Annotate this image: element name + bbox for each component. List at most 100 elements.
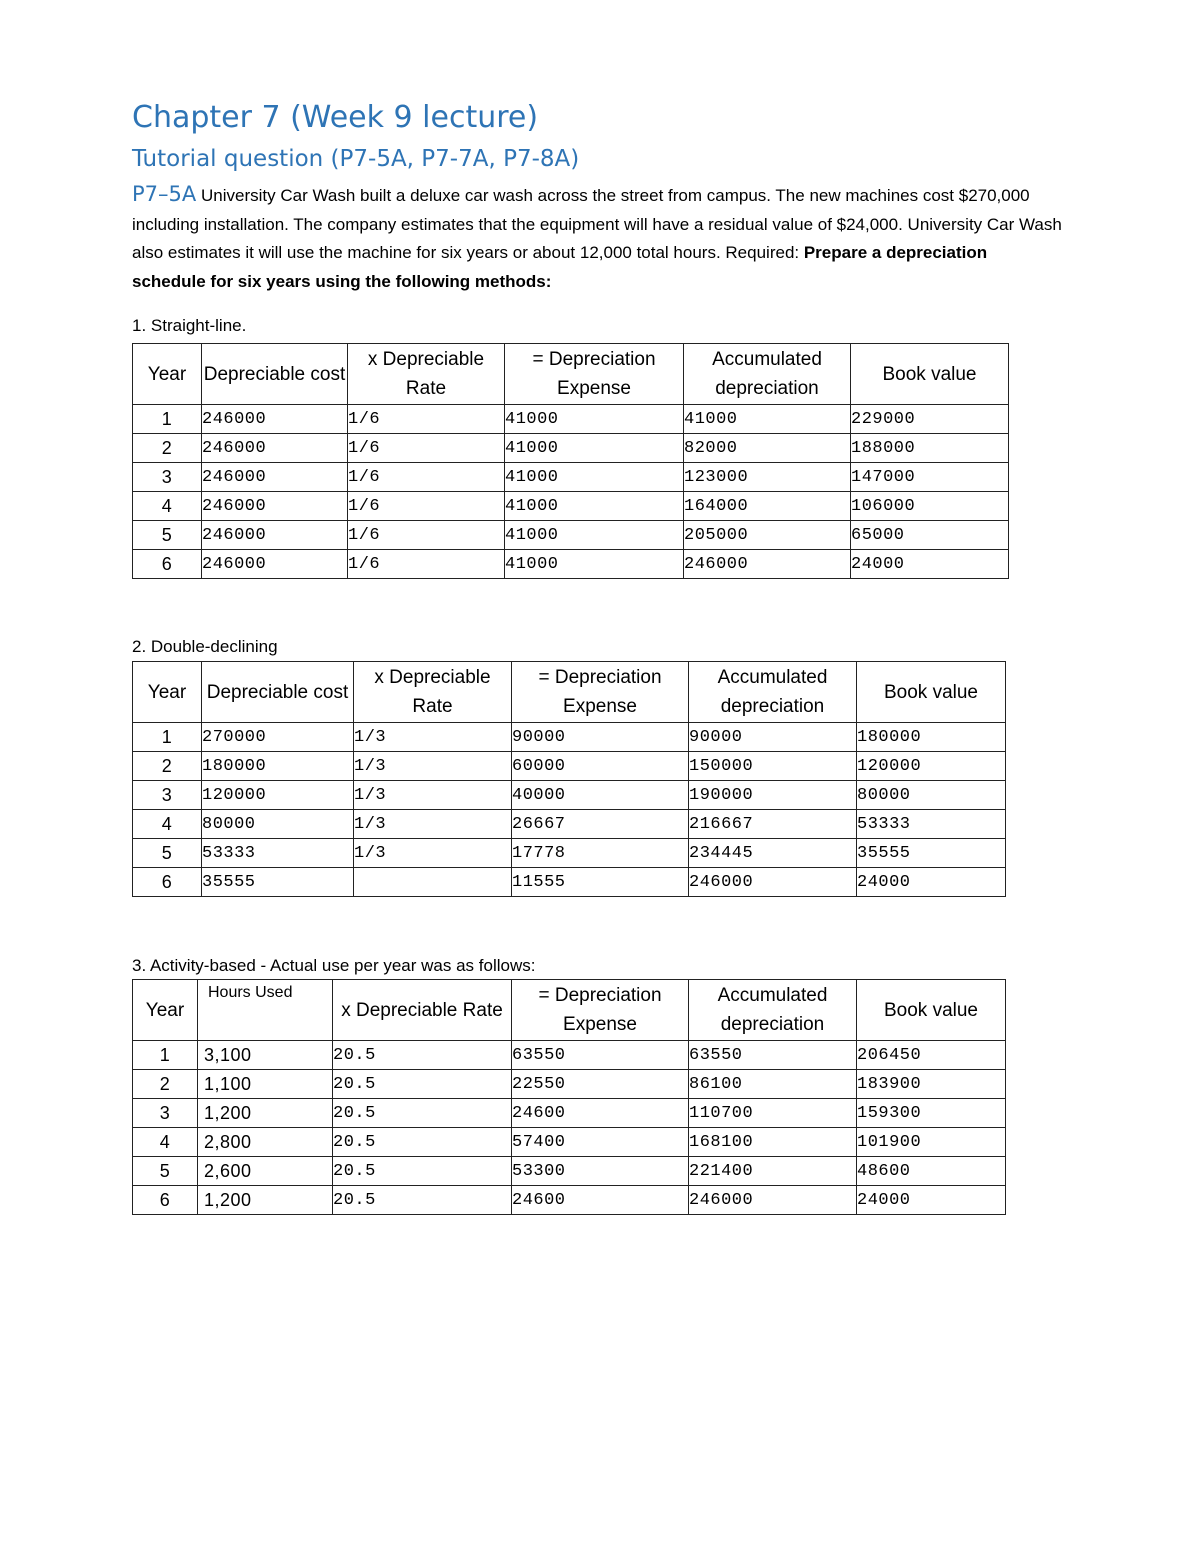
table-cell: 5: [132, 838, 202, 868]
header-row: Year Hours Used x Depreciable Rate = Deprec…: [132, 979, 1006, 1041]
table-cell: 17778: [511, 838, 689, 868]
table-cell: 180000: [856, 722, 1006, 752]
table-cell: 24000: [856, 867, 1006, 897]
table-cell: 123000: [683, 462, 851, 492]
table-cell: 246000: [683, 549, 851, 579]
column-header: Year: [132, 979, 198, 1041]
column-header: Hours Used: [197, 979, 333, 1041]
table-cell: 5: [132, 1156, 198, 1186]
table-row: 1 3,100 20.5 63550 63550 206450: [132, 1040, 1006, 1070]
table-cell: 2: [132, 751, 202, 781]
table-cell: 4: [132, 809, 202, 839]
table-row: 3 120000 1/3 40000 190000 80000: [132, 780, 1006, 810]
table-cell: 168100: [688, 1127, 857, 1157]
header-row: Year Depreciable cost x Depreciable Rate = …: [132, 343, 1009, 405]
table-cell: 6: [132, 867, 202, 897]
table-cell: 120000: [201, 780, 354, 810]
page-subtitle: Tutorial question (P7-5A, P7-7A, P7-8A): [132, 146, 580, 172]
table-cell: 2,600: [197, 1156, 333, 1186]
table-cell: 65000: [850, 520, 1009, 550]
table-cell: 1,200: [197, 1098, 333, 1128]
table-cell: 20.5: [332, 1127, 512, 1157]
column-header: Depreciable cost: [201, 343, 348, 405]
table-cell: 1,200: [197, 1185, 333, 1215]
table-cell: 40000: [511, 780, 689, 810]
table-cell: 41000: [504, 491, 684, 521]
table-cell: 3: [132, 1098, 198, 1128]
table-cell: 216667: [688, 809, 857, 839]
table-cell: 150000: [688, 751, 857, 781]
table-row: 6 246000 1/6 41000 246000 24000: [132, 549, 1009, 579]
table-row: 6 1,200 20.5 24600 246000 24000: [132, 1185, 1006, 1215]
table-row: 3 246000 1/6 41000 123000 147000: [132, 462, 1009, 492]
table-cell: 1: [132, 1040, 198, 1070]
table-cell: 2,800: [197, 1127, 333, 1157]
table-cell: 1/6: [347, 549, 505, 579]
table-cell: 35555: [856, 838, 1006, 868]
table-cell: 53300: [511, 1156, 689, 1186]
table-cell: 41000: [504, 520, 684, 550]
table-cell: 53333: [856, 809, 1006, 839]
table-cell: 1: [132, 404, 202, 434]
table-cell: 60000: [511, 751, 689, 781]
table-cell: 90000: [511, 722, 689, 752]
column-header: x Depreciable Rate: [332, 979, 512, 1041]
table-row: 4 80000 1/3 26667 216667 53333: [132, 809, 1006, 839]
column-header: = Depreciation Expense: [504, 343, 684, 405]
table-cell: 57400: [511, 1127, 689, 1157]
section-label-straight-line: 1. Straight-line.: [132, 316, 247, 335]
table-row: 4 2,800 20.5 57400 168100 101900: [132, 1127, 1006, 1157]
table-cell: 24000: [850, 549, 1009, 579]
column-header: Accumulated depreciation: [683, 343, 851, 405]
table-cell: 183900: [856, 1069, 1006, 1099]
table-row: 1 270000 1/3 90000 90000 180000: [132, 722, 1006, 752]
activity-based-table: Year Hours Used x Depreciable Rate = Deprec…: [132, 979, 1006, 1215]
problem-text: P7–5A University Car Wash built a deluxe…: [132, 180, 1062, 296]
double-declining-table: Year Depreciable cost x Depreciable Rate = …: [132, 661, 1006, 897]
column-header: Book value: [850, 343, 1009, 405]
table-cell: 53333: [201, 838, 354, 868]
column-header: = Depreciation Expense: [511, 979, 689, 1041]
table-cell: 22550: [511, 1069, 689, 1099]
table-cell: 4: [132, 1127, 198, 1157]
table-cell: 24600: [511, 1098, 689, 1128]
column-header: Accumulated depreciation: [688, 979, 857, 1041]
table-cell: 229000: [850, 404, 1009, 434]
table-row: 1 246000 1/6 41000 41000 229000: [132, 404, 1009, 434]
table-cell: 110700: [688, 1098, 857, 1128]
table-cell: 246000: [201, 404, 348, 434]
table-cell: 24000: [856, 1185, 1006, 1215]
table-cell: 35555: [201, 867, 354, 897]
column-header: Year: [132, 661, 202, 723]
problem-required: Prepare a depreciation schedule for six …: [132, 243, 988, 291]
table-row: 5 246000 1/6 41000 205000 65000: [132, 520, 1009, 550]
table-cell: 1/6: [347, 520, 505, 550]
table-row: 5 2,600 20.5 53300 221400 48600: [132, 1156, 1006, 1186]
table-cell: 246000: [201, 549, 348, 579]
table-cell: 1/6: [347, 404, 505, 434]
table-cell: 82000: [683, 433, 851, 463]
table-cell: 11555: [511, 867, 689, 897]
table-cell: 20.5: [332, 1040, 512, 1070]
problem-body: University Car Wash built a deluxe car w…: [132, 186, 1062, 263]
section-label-double-declining: 2. Double-declining: [132, 637, 278, 656]
column-header: Book value: [856, 661, 1006, 723]
table-cell: 6: [132, 549, 202, 579]
table-cell: 159300: [856, 1098, 1006, 1128]
table-cell: 206450: [856, 1040, 1006, 1070]
table-cell: 1/3: [353, 780, 512, 810]
table-cell: 6: [132, 1185, 198, 1215]
table-cell: 26667: [511, 809, 689, 839]
column-header: x Depreciable Rate: [347, 343, 505, 405]
table-cell: 190000: [688, 780, 857, 810]
table-cell: 1/3: [353, 722, 512, 752]
table-row: 2 246000 1/6 41000 82000 188000: [132, 433, 1009, 463]
table-cell: 4: [132, 491, 202, 521]
table-cell: 164000: [683, 491, 851, 521]
table-cell: 1/3: [353, 751, 512, 781]
table-cell: 3: [132, 780, 202, 810]
column-header: Depreciable cost: [201, 661, 354, 723]
table-cell: 3,100: [197, 1040, 333, 1070]
table-cell: 1/6: [347, 491, 505, 521]
